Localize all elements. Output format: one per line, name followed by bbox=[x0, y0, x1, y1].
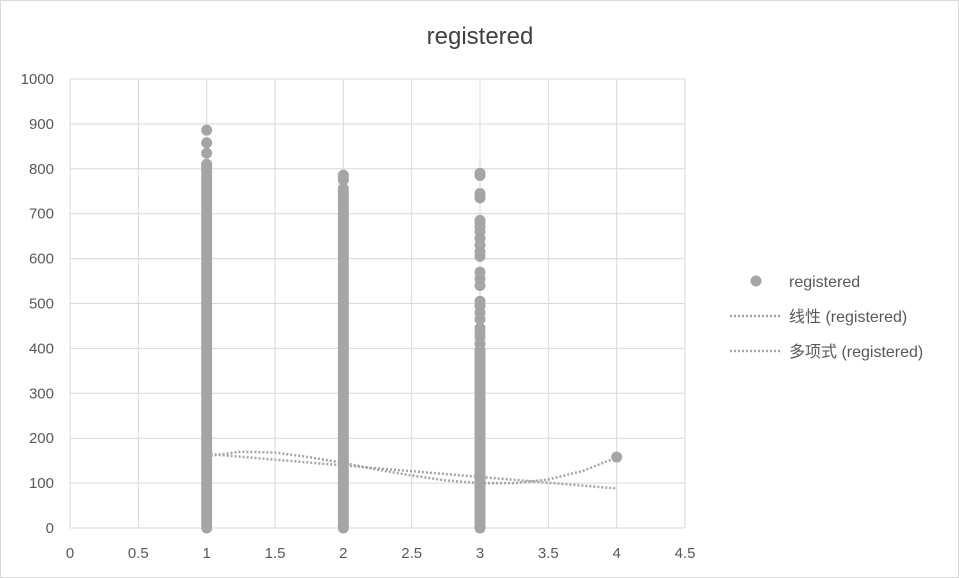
x-tick-label: 4.5 bbox=[675, 545, 696, 562]
chart-title: registered bbox=[427, 23, 534, 50]
y-axis-ticks: 0 100 200 300 400 500 600 700 800 900 1000 bbox=[21, 71, 54, 537]
y-tick-label: 700 bbox=[29, 206, 54, 223]
x-tick-label: 3.5 bbox=[538, 545, 559, 562]
y-tick-label: 900 bbox=[29, 116, 54, 133]
legend-item: 线性 (registered) bbox=[730, 308, 907, 326]
y-tick-label: 0 bbox=[46, 520, 54, 537]
legend-item: registered bbox=[750, 274, 860, 291]
polynomial-trendline bbox=[206, 450, 618, 485]
legend-label: 线性 (registered) bbox=[789, 308, 907, 326]
legend-marker bbox=[750, 275, 762, 287]
x-axis-ticks: 0 0.5 1 1.5 2 2.5 3 3.5 4 4.5 bbox=[66, 545, 696, 562]
y-tick-label: 300 bbox=[29, 385, 54, 402]
plot-gridlines bbox=[69, 78, 686, 529]
data-point bbox=[201, 137, 213, 149]
data-point bbox=[474, 322, 486, 334]
data-point bbox=[474, 167, 486, 179]
data-points bbox=[201, 124, 623, 534]
legend-label: 多项式 (registered) bbox=[789, 343, 923, 361]
data-point bbox=[201, 158, 213, 170]
data-point bbox=[337, 169, 349, 181]
data-point bbox=[474, 214, 486, 226]
y-tick-label: 500 bbox=[29, 296, 54, 313]
y-tick-label: 100 bbox=[29, 475, 54, 492]
data-point bbox=[474, 295, 486, 307]
y-tick-label: 800 bbox=[29, 161, 54, 178]
y-tick-label: 1000 bbox=[21, 71, 54, 88]
x-tick-label: 0.5 bbox=[128, 545, 149, 562]
x-tick-label: 0 bbox=[66, 545, 74, 562]
y-tick-label: 400 bbox=[29, 340, 54, 357]
data-point bbox=[611, 451, 623, 463]
data-point bbox=[337, 183, 349, 195]
data-point bbox=[201, 147, 213, 159]
trendlines bbox=[206, 450, 618, 490]
data-point bbox=[201, 124, 213, 136]
data-point bbox=[474, 266, 486, 278]
x-tick-label: 1.5 bbox=[265, 545, 286, 562]
linear-trendline bbox=[206, 452, 617, 490]
x-tick-label: 2.5 bbox=[401, 545, 422, 562]
x-tick-label: 1 bbox=[202, 545, 210, 562]
x-tick-label: 2 bbox=[339, 545, 347, 562]
legend-label: registered bbox=[789, 274, 860, 291]
legend-item: 多项式 (registered) bbox=[730, 343, 923, 361]
x-tick-label: 3 bbox=[476, 545, 484, 562]
y-tick-label: 200 bbox=[29, 430, 54, 447]
x-tick-label: 4 bbox=[612, 545, 620, 562]
legend: registered 线性 (registered) 多项式 (registered… bbox=[730, 274, 923, 361]
data-point bbox=[474, 187, 486, 199]
y-tick-label: 600 bbox=[29, 251, 54, 268]
